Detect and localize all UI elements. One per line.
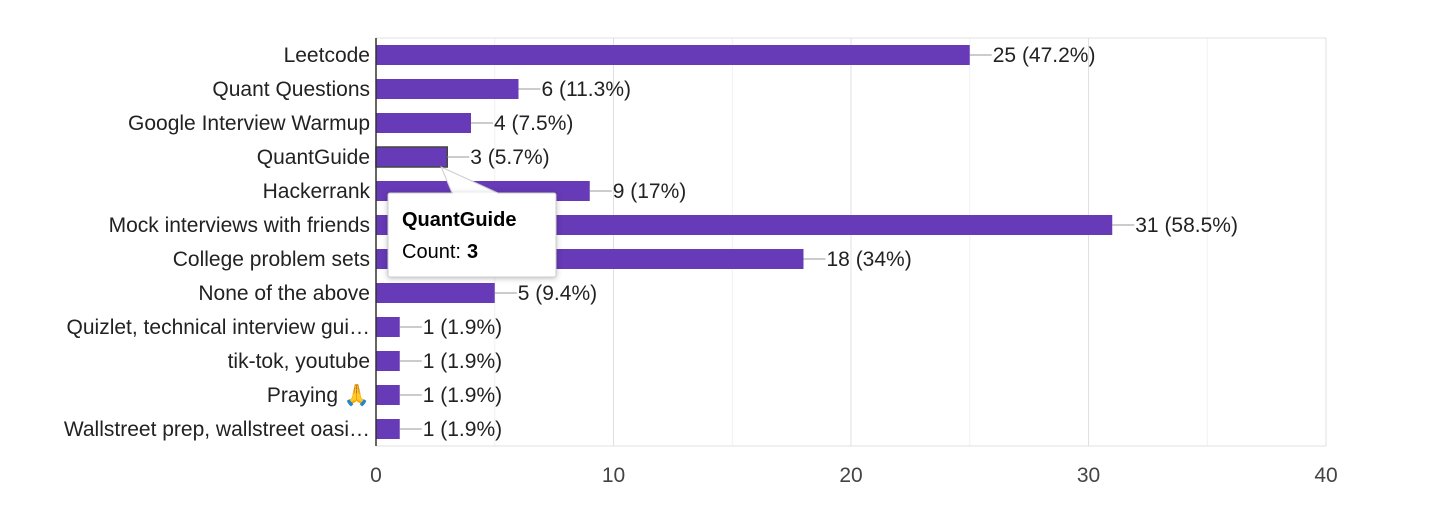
category-label: College problem sets bbox=[173, 248, 370, 271]
bar[interactable] bbox=[375, 146, 448, 168]
bar[interactable] bbox=[376, 45, 970, 65]
data-label: 3 (5.7%) bbox=[470, 146, 549, 169]
tooltip: QuantGuide Count: 3 bbox=[387, 166, 557, 278]
data-label: 1 (1.9%) bbox=[423, 418, 502, 441]
data-label: 4 (7.5%) bbox=[494, 112, 573, 135]
data-label: 1 (1.9%) bbox=[423, 350, 502, 373]
data-label: 31 (58.5%) bbox=[1135, 214, 1238, 237]
data-label: 18 (34%) bbox=[827, 248, 912, 271]
bar[interactable] bbox=[376, 419, 400, 439]
category-label: QuantGuide bbox=[257, 146, 370, 169]
x-axis-ticks: 0 10 20 30 40 bbox=[370, 464, 1338, 487]
grid-lines bbox=[375, 37, 1327, 447]
category-label: Mock interviews with friends bbox=[109, 214, 370, 237]
bar[interactable] bbox=[376, 317, 400, 337]
tooltip-count-label: Count: bbox=[402, 241, 461, 263]
category-label: tik-tok, youtube bbox=[228, 350, 370, 373]
tooltip-box bbox=[387, 192, 557, 278]
data-labels: 25 (47.2%) 6 (11.3%) 4 (7.5%) 3 (5.7%) 9 (17… bbox=[423, 44, 1238, 441]
bar[interactable] bbox=[376, 385, 400, 405]
tooltip-count-value: 3 bbox=[467, 241, 478, 263]
bar[interactable] bbox=[376, 283, 495, 303]
category-label: Google Interview Warmup bbox=[128, 112, 370, 135]
x-tick-label: 40 bbox=[1314, 464, 1337, 487]
category-label: Hackerrank bbox=[263, 180, 371, 203]
tooltip-count: Count: 3 bbox=[402, 241, 478, 263]
data-label: 6 (11.3%) bbox=[542, 78, 632, 101]
category-label: Quizlet, technical interview gui… bbox=[67, 316, 370, 339]
data-label: 9 (17%) bbox=[613, 180, 687, 203]
label-connectors bbox=[399, 54, 1135, 430]
x-tick-label: 10 bbox=[602, 464, 625, 487]
x-tick-label: 0 bbox=[370, 464, 382, 487]
data-label: 1 (1.9%) bbox=[423, 384, 502, 407]
category-label: Wallstreet prep, wallstreet oasi… bbox=[64, 418, 370, 441]
x-tick-label: 30 bbox=[1077, 464, 1100, 487]
category-label: Quant Questions bbox=[212, 78, 370, 101]
category-label: Leetcode bbox=[284, 44, 370, 67]
category-labels: Leetcode Quant Questions Google Interview … bbox=[64, 44, 371, 441]
bar[interactable] bbox=[376, 215, 1113, 235]
bar[interactable] bbox=[376, 351, 400, 371]
category-label: None of the above bbox=[198, 282, 370, 305]
data-label: 5 (9.4%) bbox=[518, 282, 597, 305]
bar[interactable] bbox=[376, 113, 471, 133]
bar[interactable] bbox=[376, 79, 519, 99]
data-label: 1 (1.9%) bbox=[423, 316, 502, 339]
data-label: 25 (47.2%) bbox=[993, 44, 1096, 67]
x-tick-label: 20 bbox=[839, 464, 862, 487]
category-label: Praying 🙏 bbox=[267, 383, 370, 407]
tooltip-title: QuantGuide bbox=[402, 209, 516, 231]
